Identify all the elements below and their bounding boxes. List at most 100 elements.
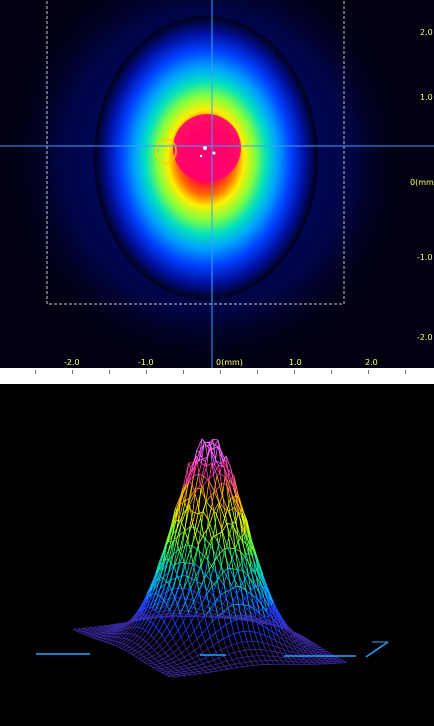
- wireframe-line: [122, 628, 126, 631]
- wireframe-line: [169, 672, 173, 676]
- wireframe-line: [148, 638, 155, 645]
- wireframe-line: [310, 645, 314, 649]
- wireframe-line: [257, 641, 263, 644]
- wireframe-line: [206, 442, 210, 467]
- wireframe-line: [273, 655, 279, 658]
- wireframe-line: [161, 604, 167, 618]
- wireframe-line: [247, 571, 252, 575]
- wireframe-line: [252, 558, 257, 576]
- wireframe-line: [138, 652, 142, 655]
- wireframe-line: [181, 555, 186, 566]
- wireframe-line: [280, 642, 287, 647]
- wireframe-line: [296, 649, 302, 653]
- wireframe-line: [153, 573, 157, 582]
- wireframe-line: [215, 483, 222, 491]
- wireframe-line: [170, 540, 174, 543]
- wireframe-line: [153, 630, 160, 639]
- wireframe-line: [115, 642, 122, 647]
- wireframe-line: [244, 608, 248, 612]
- wireframe-line: [163, 613, 168, 617]
- wireframe-line: [239, 583, 243, 590]
- wireframe-line: [258, 590, 263, 605]
- wireframe-line: [247, 590, 251, 596]
- wireframe-line: [120, 642, 125, 645]
- wireframe-line: [212, 438, 219, 441]
- wireframe-line: [156, 611, 160, 616]
- wireframe-line: [250, 619, 254, 622]
- wireframe-line: [229, 547, 236, 550]
- wireframe-line: [216, 580, 221, 596]
- wireframe-line: [213, 616, 217, 618]
- wireframe-line: [104, 641, 108, 644]
- wireframe-line: [184, 562, 190, 564]
- wireframe-line: [156, 616, 160, 619]
- wireframe-line: [241, 597, 246, 603]
- wireframe-line: [125, 633, 132, 640]
- wireframe-line: [146, 658, 150, 662]
- wireframe-line: [166, 665, 172, 668]
- wireframe-line: [249, 649, 254, 657]
- wireframe-line: [156, 634, 163, 643]
- wireframe-line: [227, 478, 232, 484]
- wireframe-line: [260, 585, 265, 599]
- wireframe-line: [250, 661, 254, 666]
- wireframe-line: [180, 496, 185, 500]
- wireframe-line: [208, 462, 213, 482]
- wireframe-line: [177, 668, 183, 671]
- wireframe-line: [328, 661, 332, 664]
- wireframe-line: [221, 518, 225, 530]
- wireframe-line: [297, 642, 302, 647]
- wireframe-line: [263, 598, 268, 612]
- wireframe-line: [181, 522, 185, 531]
- wireframe-line: [209, 632, 216, 638]
- wireframe-line: [239, 564, 246, 579]
- wireframe-line: [182, 611, 189, 622]
- wireframe-line: [242, 552, 247, 561]
- wireframe-line: [288, 642, 294, 646]
- wireframe-line: [208, 659, 214, 663]
- wireframe-line: [132, 654, 137, 658]
- wireframe-line: [145, 630, 149, 633]
- wireframe-line: [311, 649, 315, 653]
- wireframe-line: [308, 650, 313, 655]
- wireframe-line: [222, 611, 226, 615]
- wireframe-line: [161, 626, 168, 636]
- divider-tick: [146, 370, 147, 374]
- wireframe-line: [311, 653, 318, 655]
- wireframe-line: [307, 643, 312, 647]
- wireframe-line: [221, 523, 228, 532]
- wireframe-line: [219, 473, 226, 478]
- wireframe-line: [176, 664, 180, 668]
- wireframe-line: [185, 629, 190, 638]
- wireframe-line: [262, 642, 269, 645]
- wireframe-line: [247, 545, 254, 560]
- wireframe-line: [149, 665, 154, 668]
- wireframe-line: [248, 575, 252, 595]
- wireframe-line: [158, 630, 163, 636]
- wireframe-line: [263, 616, 267, 618]
- wireframe-line: [192, 545, 198, 551]
- wireframe-line: [144, 661, 148, 665]
- wireframe-line: [236, 503, 243, 514]
- wireframe-line: [284, 628, 289, 636]
- wireframe-line: [257, 655, 262, 661]
- wireframe-line: [166, 626, 171, 633]
- wireframe-line: [179, 665, 185, 668]
- wireframe-line: [165, 658, 172, 662]
- wireframe-line: [98, 637, 105, 641]
- wireframe-line: [147, 663, 151, 667]
- wireframe-line: [171, 616, 176, 624]
- wireframe-line: [176, 504, 181, 529]
- wireframe-line: [216, 534, 221, 554]
- wireframe-line: [218, 503, 225, 519]
- wireframe-line: [225, 461, 229, 471]
- wireframe-line: [118, 627, 122, 629]
- wireframe-line: [240, 586, 247, 592]
- roi-rectangle[interactable]: [46, 0, 345, 305]
- wireframe-line: [195, 534, 199, 546]
- wireframe-line: [197, 533, 201, 550]
- wireframe-line: [208, 508, 212, 521]
- wireframe-line: [260, 571, 264, 584]
- wireframe-line: [210, 534, 215, 546]
- wireframe-line: [232, 497, 239, 513]
